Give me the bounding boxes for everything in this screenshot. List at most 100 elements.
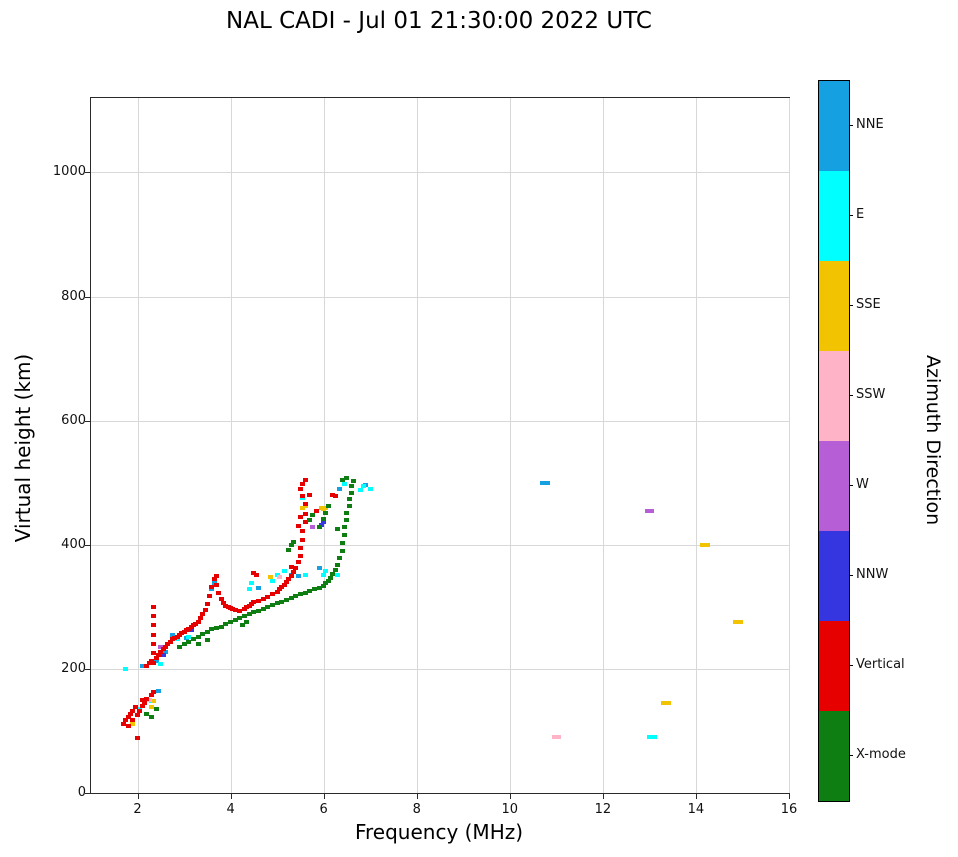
x-tick-label: 6	[319, 802, 328, 817]
data-point-vertical	[139, 697, 145, 702]
colorbar-tick-label: NNE	[856, 117, 884, 132]
data-point-x-mode	[186, 639, 192, 644]
x-gridline	[323, 98, 325, 793]
data-point-x-mode	[330, 571, 336, 576]
data-point-vertical	[211, 576, 217, 581]
data-point-vertical	[237, 608, 243, 613]
data-point-w	[309, 525, 315, 530]
data-point-vertical	[295, 524, 301, 529]
colorbar	[818, 80, 850, 802]
data-point-x-mode	[335, 562, 341, 567]
colorbar-segment-nnw	[819, 531, 849, 621]
data-point-w	[644, 508, 650, 513]
data-point-e	[281, 568, 287, 573]
data-point-vertical	[300, 529, 306, 534]
data-point-vertical	[167, 639, 173, 644]
data-point-x-mode	[335, 527, 341, 532]
data-point-nne	[295, 573, 301, 578]
data-point-x-mode	[223, 622, 229, 627]
data-point-vertical	[297, 486, 303, 491]
data-point-vertical	[144, 663, 150, 668]
y-gridline	[91, 544, 789, 546]
colorbar-tick-label: W	[856, 477, 869, 492]
data-point-vertical	[158, 649, 164, 654]
data-point-sse	[700, 542, 706, 547]
data-point-ssw	[276, 575, 282, 580]
x-tick-mark	[230, 794, 232, 799]
data-point-x-mode	[195, 642, 201, 647]
colorbar-tick	[849, 125, 853, 126]
data-point-nne	[155, 688, 161, 693]
colorbar-tick	[849, 755, 853, 756]
data-point-x-mode	[239, 623, 245, 628]
y-tick-mark	[85, 668, 90, 670]
data-point-vertical	[302, 477, 308, 482]
data-point-e	[249, 581, 255, 586]
x-tick-mark	[789, 794, 790, 799]
data-point-vertical	[214, 573, 220, 578]
data-point-x-mode	[251, 610, 257, 615]
colorbar-segment-x-mode	[819, 711, 849, 801]
data-point-vertical	[281, 582, 287, 587]
data-point-sse	[148, 705, 154, 710]
data-point-nne	[316, 566, 322, 571]
x-axis-label: Frequency (MHz)	[354, 820, 524, 844]
data-point-x-mode	[232, 617, 238, 622]
data-point-vertical	[307, 493, 313, 498]
data-point-vertical	[155, 653, 161, 658]
data-point-x-mode	[242, 614, 248, 619]
data-point-x-mode	[349, 484, 355, 489]
data-point-vertical	[135, 713, 141, 718]
data-point-x-mode	[339, 540, 345, 545]
data-point-vertical	[151, 604, 157, 609]
x-gridline	[137, 98, 139, 793]
data-point-x-mode	[265, 604, 271, 609]
data-point-vertical	[283, 580, 289, 585]
data-point-ssw	[556, 735, 562, 740]
y-gridline	[91, 668, 789, 670]
data-point-e	[269, 578, 275, 583]
data-point-vertical	[153, 655, 159, 660]
x-tick-label: 4	[226, 802, 235, 817]
data-point-x-mode	[214, 625, 220, 630]
data-point-vertical	[204, 601, 210, 606]
data-point-vertical	[202, 607, 208, 612]
data-point-vertical	[297, 514, 303, 519]
x-gridline	[509, 98, 511, 793]
data-point-e	[321, 572, 327, 577]
data-point-x-mode	[323, 510, 329, 515]
data-point-vertical	[130, 709, 136, 714]
data-point-x-mode	[344, 517, 350, 522]
data-point-vertical	[314, 508, 320, 513]
data-point-vertical	[209, 584, 215, 589]
data-point-sse	[151, 699, 157, 704]
data-point-sse	[705, 542, 711, 547]
data-point-x-mode	[288, 596, 294, 601]
data-point-vertical	[151, 623, 157, 628]
data-point-x-mode	[309, 513, 315, 517]
x-tick-mark	[323, 794, 325, 799]
x-tick-label: 2	[133, 802, 142, 817]
data-point-vertical	[200, 612, 206, 617]
data-point-e	[123, 666, 129, 671]
y-tick-label: 1000	[52, 164, 86, 180]
data-point-vertical	[197, 616, 203, 620]
data-point-x-mode	[181, 642, 187, 647]
data-point-x-mode	[269, 602, 275, 607]
data-point-vertical	[151, 651, 157, 656]
data-point-x-mode	[286, 547, 292, 552]
data-point-x-mode	[260, 606, 266, 611]
data-point-nne	[169, 632, 175, 637]
data-point-nne	[337, 486, 343, 491]
data-point-vertical	[253, 572, 259, 577]
data-point-x-mode	[297, 592, 303, 597]
data-point-x-mode	[153, 707, 159, 712]
data-point-vertical	[151, 614, 157, 619]
data-point-x-mode	[325, 578, 331, 583]
data-point-vertical	[232, 607, 238, 612]
data-point-vertical	[274, 589, 280, 594]
data-point-x-mode	[337, 556, 343, 561]
data-point-x-mode	[321, 516, 327, 521]
data-point-x-mode	[218, 624, 224, 629]
data-point-vertical	[125, 723, 131, 728]
